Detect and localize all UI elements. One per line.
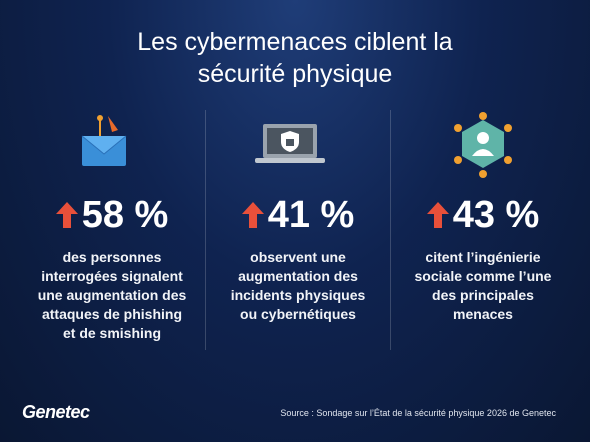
up-arrow xyxy=(241,202,264,228)
logo: Genetec xyxy=(22,402,90,422)
description-line: menaces xyxy=(453,306,513,322)
email-icon xyxy=(81,115,127,166)
stat-column: 41 % observent une augmentation des inciden… xyxy=(208,190,388,324)
stat-value: 43 % xyxy=(452,193,540,236)
laptop-icon xyxy=(255,124,325,163)
description: citent l’ingénierie sociale comme l’une de… xyxy=(393,248,573,324)
description-line: attaques de phishing xyxy=(41,306,182,322)
description-line: sociale comme l’une xyxy=(414,268,552,284)
description: observent une augmentation des incidents p… xyxy=(208,248,388,324)
description-line: incidents physiques xyxy=(230,287,366,303)
description-line: une augmentation des xyxy=(37,287,187,303)
stat: 58 % xyxy=(22,190,202,240)
description-line: citent l’ingénierie xyxy=(425,249,541,265)
description-line: et de smishing xyxy=(62,325,162,341)
description: des personnes interrogées signalent une au… xyxy=(22,248,202,343)
up-arrow xyxy=(426,202,449,228)
description-line: augmentation des xyxy=(238,268,358,284)
social-icon xyxy=(454,112,512,178)
stat-value: 41 % xyxy=(267,193,355,236)
title-line: Les cybermenaces ciblent la xyxy=(137,28,453,56)
description-line: ou cybernétiques xyxy=(240,306,356,322)
up-arrow xyxy=(55,202,78,228)
stat: 41 % xyxy=(208,190,388,240)
stat-value: 58 % xyxy=(81,193,169,236)
divider xyxy=(390,110,391,350)
source: Source : Sondage sur l’État de la sécuri… xyxy=(280,408,556,418)
description-line: observent une xyxy=(250,249,346,265)
description-line: des principales xyxy=(432,287,534,303)
stat-column: 58 % des personnes interrogées signalent un… xyxy=(22,190,202,343)
title-line: sécurité physique xyxy=(197,60,393,88)
divider xyxy=(205,110,206,350)
stat-column: 43 % citent l’ingénierie sociale comme l’u… xyxy=(393,190,573,324)
stat: 43 % xyxy=(393,190,573,240)
description-line: interrogées signalent xyxy=(41,268,183,284)
description-line: des personnes xyxy=(62,249,162,265)
